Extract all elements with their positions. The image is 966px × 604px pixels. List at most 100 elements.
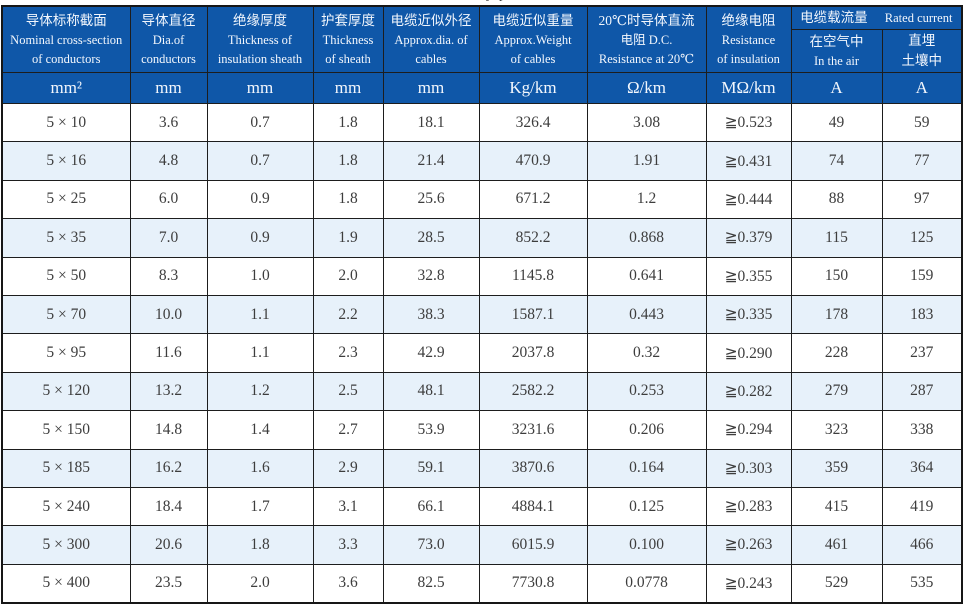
cell: 5 × 50	[1, 256, 131, 296]
cell: 326.4	[478, 102, 588, 143]
cell: 5 × 120	[1, 371, 131, 412]
cell: ≧0.290	[705, 333, 792, 373]
cell: 0.868	[586, 218, 707, 258]
cell: 5 × 300	[1, 525, 131, 565]
cell: 5 × 16	[1, 141, 131, 181]
cell: 279	[790, 371, 883, 412]
header-en-label: Approx.dia. of	[394, 32, 468, 47]
header-zh-label: 绝缘厚度	[233, 12, 287, 28]
header-en-label: Resistance at 20℃	[598, 51, 695, 66]
cell: 237	[881, 333, 963, 373]
cell: 4.8	[129, 141, 208, 181]
header-en-label: Nominal cross-section	[10, 32, 123, 47]
header-en-label: of cables	[510, 51, 556, 66]
header-dc-resistance: 20℃时导体直流 电阻 D.C. Resistance at 20℃	[586, 5, 707, 73]
cell: 5 × 10	[1, 102, 131, 143]
cell: 338	[881, 410, 963, 450]
cell: 59	[881, 102, 963, 143]
cell: 535	[881, 563, 963, 604]
cell: 6015.9	[478, 525, 588, 565]
cell: 5 × 150	[1, 410, 131, 450]
cell: 0.9	[206, 218, 314, 258]
cell: 1.1	[206, 294, 314, 335]
cell: ≧0.263	[705, 525, 792, 565]
cell: 0.7	[206, 141, 314, 181]
cell: 419	[881, 486, 963, 527]
cell: 5 × 70	[1, 294, 131, 335]
cell: 82.5	[382, 563, 480, 604]
header-en-label: of conductors	[32, 51, 101, 66]
cell: 11.6	[129, 333, 208, 373]
table-row: 5 × 50 8.3 1.0 2.0 32.8 1145.8 0.641 ≧0.355 150 1…	[1, 256, 963, 296]
cell: 1.91	[586, 141, 707, 181]
cell: 2.9	[312, 448, 384, 488]
cell: 10.0	[129, 294, 208, 335]
cell: 73.0	[382, 525, 480, 565]
header-nominal-cross-section: 导体标称截面 Nominal cross-section of conducto…	[1, 5, 131, 73]
header-en-label: of insulation	[717, 51, 780, 66]
table-row: 5 × 35 7.0 0.9 1.9 28.5 852.2 0.868 ≧0.379 115 12…	[1, 218, 963, 258]
cell: 0.9	[206, 179, 314, 220]
cell: 1145.8	[478, 256, 588, 296]
cell: 49	[790, 102, 883, 143]
cell: 7.0	[129, 218, 208, 258]
cell: ≧0.294	[705, 410, 792, 450]
header-en-label: Approx.Weight	[494, 32, 572, 47]
cell: ≧0.243	[705, 563, 792, 604]
header-insulation-thickness: 绝缘厚度 Thickness of insulation sheath	[206, 5, 314, 73]
table-row: 5 × 25 6.0 0.9 1.8 25.6 671.2 1.2 ≧0.444 88 97	[1, 179, 963, 220]
cell: 323	[790, 410, 883, 450]
header-current-buried: 直埋 土壤中	[881, 29, 963, 73]
table-body: 5 × 10 3.6 0.7 1.8 18.1 326.4 3.08 ≧0.523 49 59 5 …	[1, 102, 963, 604]
cell: 2.5	[312, 371, 384, 412]
cell: 0.0778	[586, 563, 707, 604]
header-en-label: Thickness	[322, 32, 374, 47]
cell: 97	[881, 179, 963, 220]
cell: 20.6	[129, 525, 208, 565]
cell: 1.8	[312, 179, 384, 220]
cell: 3.6	[129, 102, 208, 143]
table-row: 5 × 400 23.5 2.0 3.6 82.5 7730.8 0.0778 ≧0.243 5…	[1, 563, 963, 604]
cell: ≧0.282	[705, 371, 792, 412]
cell: 1.6	[206, 448, 314, 488]
cell: 0.443	[586, 294, 707, 335]
header-zh-label: 绝缘电阻	[721, 12, 776, 28]
cell: 364	[881, 448, 963, 488]
cell: 18.1	[382, 102, 480, 143]
header-zh-label: 护套厚度	[321, 12, 375, 28]
cell: 1.8	[312, 102, 384, 143]
cell: 48.1	[382, 371, 480, 412]
cell: 23.5	[129, 563, 208, 604]
cell: 0.206	[586, 410, 707, 450]
cell: 529	[790, 563, 883, 604]
cell: 150	[790, 256, 883, 296]
header-zh-label: 在空气中	[809, 33, 864, 49]
header-zh-label: 导体直径	[141, 12, 196, 28]
cell: ≧0.303	[705, 448, 792, 488]
header-cable-diameter: 电缆近似外径 Approx.dia. of cables	[382, 5, 480, 73]
cell: 1.2	[586, 179, 707, 220]
header-zh-label: 直埋	[908, 33, 936, 48]
cell: 852.2	[478, 218, 588, 258]
cell: 2.7	[312, 410, 384, 450]
unit-cell: mm	[206, 72, 314, 104]
header-insulation-resistance: 绝缘电阻 Resistance of insulation	[705, 5, 792, 73]
cell: 0.253	[586, 371, 707, 412]
cell: ≧0.431	[705, 141, 792, 181]
cell: 38.3	[382, 294, 480, 335]
cell: 183	[881, 294, 963, 335]
header-en-label: Dia.of	[152, 32, 185, 47]
header-en-label: Resistance	[721, 32, 776, 47]
cell: 1.8	[206, 525, 314, 565]
cell: 2582.2	[478, 371, 588, 412]
cell: 42.9	[382, 333, 480, 373]
header-zh-label: 导体标称截面	[25, 12, 107, 28]
cell: 3.1	[312, 486, 384, 527]
cell: 66.1	[382, 486, 480, 527]
cell: 21.4	[382, 141, 480, 181]
table-row: 5 × 10 3.6 0.7 1.8 18.1 326.4 3.08 ≧0.523 49 59	[1, 102, 963, 143]
cell: 13.2	[129, 371, 208, 412]
table-row: 5 × 300 20.6 1.8 3.3 73.0 6015.9 0.100 ≧0.263 46…	[1, 525, 963, 565]
table-row: 5 × 95 11.6 1.1 2.3 42.9 2037.8 0.32 ≧0.290 228 2…	[1, 333, 963, 373]
cell: 115	[790, 218, 883, 258]
